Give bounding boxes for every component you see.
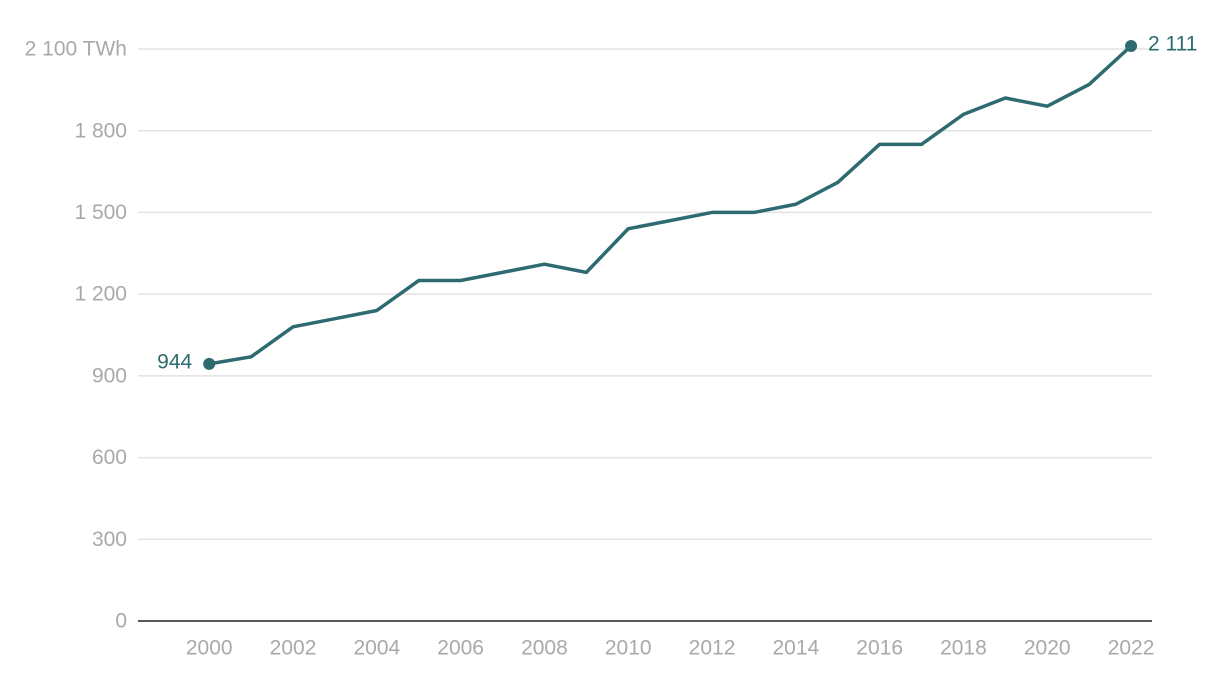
x-tick-label: 2004 [353, 637, 400, 660]
y-tick-label: 1 800 [74, 119, 127, 142]
y-tick-label: 1 500 [74, 201, 127, 224]
y-tick-label: 900 [92, 364, 127, 387]
x-tick-label: 2020 [1024, 637, 1071, 660]
y-tick-label: 2 100 TWh [25, 38, 127, 61]
x-tick-label: 2018 [940, 637, 987, 660]
y-tick-label: 300 [92, 528, 127, 551]
x-tick-label: 2016 [856, 637, 903, 660]
x-tick-label: 2008 [521, 637, 568, 660]
x-tick-label: 2000 [186, 637, 233, 660]
x-tick-label: 2012 [689, 637, 736, 660]
end-point [1125, 40, 1138, 53]
x-tick-label: 2010 [605, 637, 652, 660]
end-point [203, 357, 216, 370]
x-tick-label: 2022 [1108, 637, 1155, 660]
x-tick-label: 2006 [437, 637, 484, 660]
value-label: 944 [157, 350, 192, 373]
y-tick-label: 600 [92, 446, 127, 469]
value-label: 2 111 [1148, 33, 1197, 56]
x-tick-label: 2002 [270, 637, 317, 660]
y-tick-label: 0 [115, 610, 127, 633]
line [208, 44, 1133, 366]
x-tick-label: 2014 [772, 637, 819, 660]
y-tick-label: 1 200 [74, 283, 127, 306]
